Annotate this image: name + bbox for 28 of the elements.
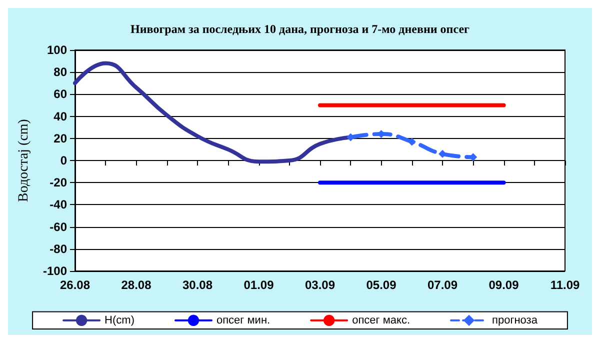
x-tick-label: 09.09 [488,278,520,292]
x-tick-label: 28.08 [121,278,152,292]
y-tick-label: 0 [60,154,68,168]
x-tick-label: 01.09 [244,278,274,292]
legend-label: опсег мин. [216,314,270,326]
chart-title: Нивограм за последњих 10 дана, прогноза и 7-мо дневни опсег [130,22,470,36]
y-tick-label: 100 [46,43,68,57]
x-tick-label: 05.09 [366,278,397,292]
y-tick-label: -60 [50,220,68,234]
y-tick-label: 20 [54,131,68,146]
y-tick-label: 80 [54,65,68,80]
y-tick-label: -80 [50,242,68,256]
y-tick-label: 40 [54,109,68,124]
x-tick-label: 11.09 [550,278,580,292]
legend-label: H(cm) [104,314,134,326]
legend-label: прогноза [492,314,538,326]
y-tick-label: 60 [54,87,68,102]
point [438,150,446,158]
y-tick-label: -20 [50,176,68,190]
legend-label: опсег макс. [352,314,410,326]
x-tick-label: 26.08 [60,278,90,292]
y-tick-label: -40 [50,198,68,212]
x-tick-label: 07.09 [427,278,458,292]
x-tick-label: 30.08 [182,278,213,292]
x-tick-label: 03.09 [304,278,336,292]
y-tick-label: -100 [42,264,68,278]
y-axis-title: Водостај (cm) [16,118,32,202]
point [408,138,416,146]
